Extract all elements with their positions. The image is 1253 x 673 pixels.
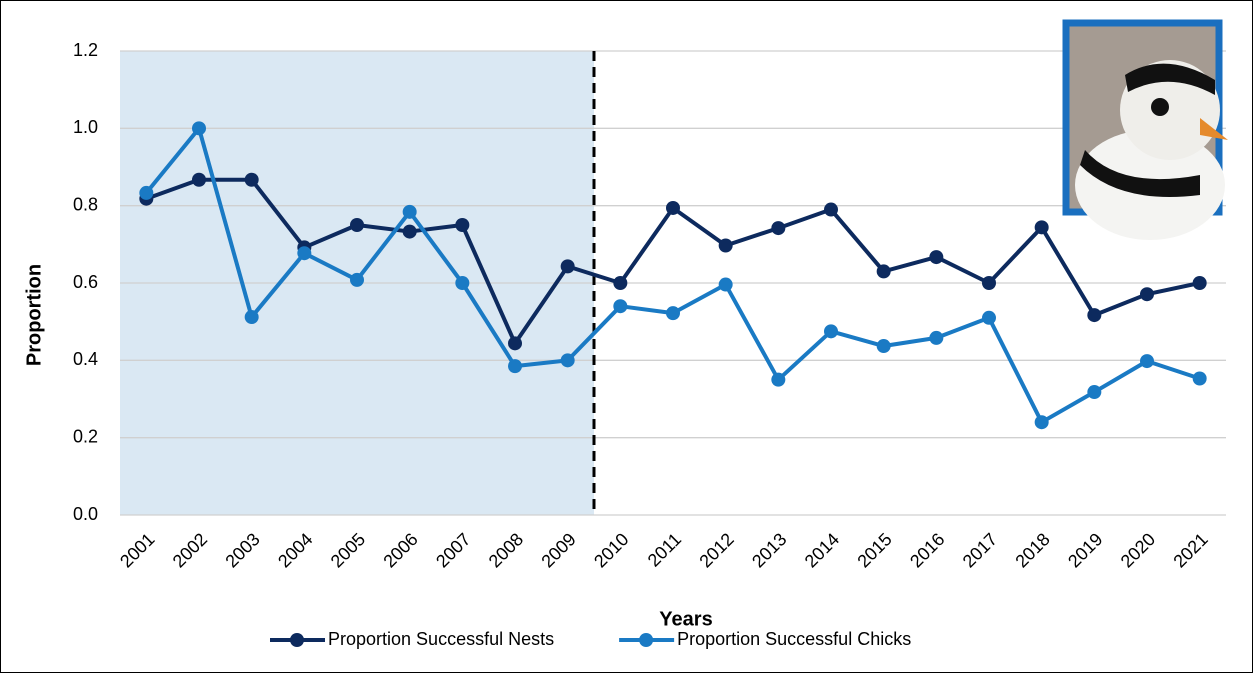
y-tick-label: 0.2 xyxy=(73,426,98,446)
data-point xyxy=(718,238,733,253)
data-point xyxy=(824,202,838,217)
data-point xyxy=(666,200,680,215)
data-point xyxy=(455,276,470,290)
data-point xyxy=(1192,276,1207,290)
data-point xyxy=(297,246,312,261)
y-tick-label: 0.6 xyxy=(73,272,98,292)
data-point xyxy=(771,221,786,236)
data-point xyxy=(244,310,259,325)
data-point xyxy=(1034,415,1049,430)
data-point xyxy=(1034,220,1049,235)
data-point xyxy=(1087,308,1102,323)
data-point xyxy=(824,324,838,339)
bird-photo xyxy=(1062,19,1228,240)
data-point xyxy=(350,272,364,287)
data-point xyxy=(982,310,996,325)
data-point xyxy=(718,277,733,292)
data-point xyxy=(455,218,470,232)
data-point xyxy=(613,299,628,314)
data-point xyxy=(929,330,944,345)
data-point xyxy=(666,306,680,321)
data-point xyxy=(508,359,522,374)
legend-label: Proportion Successful Chicks xyxy=(677,629,911,649)
data-point xyxy=(508,336,522,351)
data-point xyxy=(560,353,575,368)
data-point xyxy=(192,121,206,136)
data-point xyxy=(929,250,944,265)
y-axis-label: Proportion xyxy=(23,264,45,366)
legend-label: Proportion Successful Nests xyxy=(328,629,554,649)
data-point xyxy=(192,172,206,187)
data-point xyxy=(1140,354,1154,369)
data-point xyxy=(876,339,891,354)
y-tick-label: 1.0 xyxy=(73,117,98,137)
y-tick-label: 0.8 xyxy=(73,194,98,214)
data-point xyxy=(244,172,259,187)
data-point xyxy=(560,259,575,274)
y-tick-label: 1.2 xyxy=(73,40,98,60)
legend-marker xyxy=(639,633,654,647)
data-point xyxy=(613,276,628,290)
data-point xyxy=(1140,287,1154,302)
data-point xyxy=(402,224,417,239)
data-point xyxy=(350,218,364,232)
data-point xyxy=(402,204,417,219)
y-tick-label: 0.4 xyxy=(73,349,98,369)
data-point xyxy=(1087,385,1102,400)
data-point xyxy=(1192,371,1207,386)
data-point xyxy=(139,185,154,200)
data-point xyxy=(876,264,891,279)
x-axis-label: Years xyxy=(659,608,712,630)
y-tick-label: 0.0 xyxy=(73,504,98,524)
legend-marker xyxy=(290,633,304,647)
data-point xyxy=(771,372,786,387)
data-point xyxy=(982,276,996,290)
